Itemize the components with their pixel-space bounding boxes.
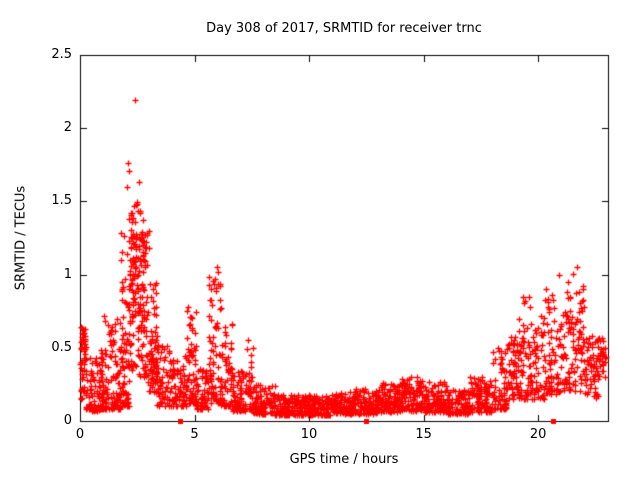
- y-tick-label: 1.5: [51, 193, 72, 209]
- y-tick-label: 1: [63, 266, 72, 282]
- y-tick-label: 2: [63, 120, 72, 136]
- y-tick-label: 2.5: [51, 47, 72, 62]
- y-tick-label: 0.5: [51, 339, 72, 355]
- x-tick-label: 15: [415, 427, 432, 442]
- x-axis-label: GPS time / hours: [289, 452, 399, 467]
- x-tick-label: 10: [300, 427, 318, 442]
- y-tick-label: 0: [63, 413, 72, 428]
- x-tick-label: 5: [190, 427, 199, 442]
- x-tick-label: 20: [529, 427, 547, 442]
- x-tick-label: 0: [75, 427, 85, 442]
- chart-title: Day 308 of 2017, SRMTID for receiver trn…: [206, 21, 482, 36]
